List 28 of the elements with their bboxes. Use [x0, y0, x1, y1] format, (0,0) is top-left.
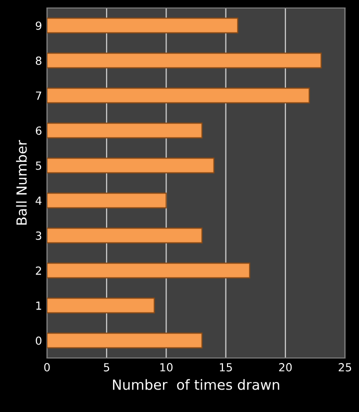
x-tick-label: 15 — [220, 363, 232, 372]
y-tick-label: 1 — [36, 302, 42, 310]
bar — [47, 158, 214, 174]
bar — [47, 228, 203, 244]
x-axis-title: Number of times drawn — [113, 379, 280, 390]
y-tick-label: 6 — [36, 126, 42, 135]
y-tick-label: 7 — [36, 92, 42, 100]
y-axis-title: Ball Number — [16, 140, 27, 225]
bar — [47, 122, 203, 138]
x-tick-label: 25 — [338, 363, 352, 372]
x-tick-label: 5 — [104, 363, 110, 372]
bar — [47, 332, 203, 348]
bar — [47, 52, 322, 68]
x-tick-label: 0 — [44, 363, 50, 372]
y-tick-label: 2 — [36, 266, 42, 275]
y-tick-label: 3 — [36, 231, 42, 240]
x-tick-label: 20 — [279, 363, 292, 372]
y-tick-label: 8 — [36, 56, 42, 65]
bar — [47, 18, 238, 34]
bar — [47, 88, 310, 104]
bar — [47, 262, 250, 278]
y-tick-label: 5 — [36, 162, 42, 170]
y-tick-label: 9 — [36, 21, 42, 30]
x-tick-label: 10 — [160, 363, 173, 372]
bar — [47, 192, 167, 208]
y-tick-label: 0 — [36, 336, 42, 345]
y-tick-label: 4 — [36, 196, 42, 205]
bar — [47, 298, 155, 314]
